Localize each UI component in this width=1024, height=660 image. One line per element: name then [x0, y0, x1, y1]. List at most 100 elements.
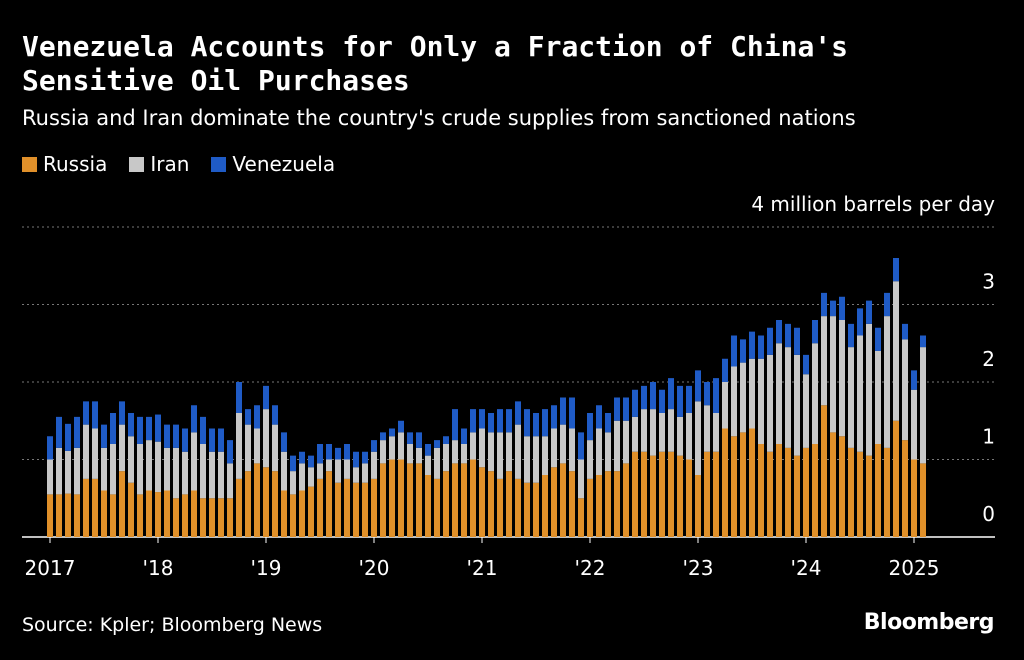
bar-segment: [263, 385, 269, 410]
bar-segment: [470, 409, 476, 433]
bar-segment: [425, 444, 431, 456]
bar-segment: [668, 451, 674, 537]
bar-segment: [380, 440, 386, 464]
bar-segment: [56, 416, 62, 448]
bar-segment: [830, 300, 836, 317]
bar-segment: [533, 482, 539, 537]
bar-segment: [857, 335, 863, 452]
bar-segment: [542, 436, 548, 475]
bar-segment: [497, 478, 503, 537]
bar-segment: [353, 482, 359, 537]
bar-segment: [767, 354, 773, 452]
bar-segment: [65, 450, 71, 494]
bar-segment: [704, 405, 710, 452]
bar-segment: [821, 405, 827, 537]
bar-segment: [632, 389, 638, 417]
bar-segment: [659, 389, 665, 413]
bar-segment: [425, 455, 431, 475]
bar-segment: [776, 343, 782, 444]
bar-segment: [209, 451, 215, 499]
bar-segment: [362, 463, 368, 483]
bar-segment: [488, 432, 494, 472]
bar-segment: [875, 327, 881, 351]
bar-segment: [659, 413, 665, 452]
bar-segment: [542, 475, 548, 537]
bar-segment: [326, 459, 332, 472]
bar-segment: [614, 420, 620, 472]
bar-segment: [785, 323, 791, 348]
bar-segment: [839, 296, 845, 320]
bar-segment: [398, 420, 404, 433]
bar-segment: [488, 413, 494, 433]
bar-segment: [920, 335, 926, 348]
x-tick-label: '24: [791, 556, 822, 580]
bar-segment: [335, 482, 341, 537]
bar-segment: [785, 347, 791, 448]
bar-segment: [137, 444, 143, 495]
bar-segment: [569, 471, 575, 537]
bar-segment: [713, 378, 719, 413]
bar-segment: [389, 459, 395, 537]
bar-segment: [227, 440, 233, 464]
bar-segment: [875, 351, 881, 444]
bar-segment: [749, 331, 755, 359]
bar-segment: [524, 436, 530, 483]
bar-segment: [794, 354, 800, 456]
bar-segment: [245, 409, 251, 425]
bar-segment: [218, 498, 224, 537]
bar-segment: [281, 490, 287, 537]
bar-segment: [443, 471, 449, 537]
bar-segment: [920, 463, 926, 537]
bar-segment: [812, 343, 818, 444]
bar-segment: [155, 441, 161, 493]
bar-segment: [722, 428, 728, 537]
bar-segment: [443, 444, 449, 472]
bar-segment: [641, 385, 647, 410]
bar-segment: [497, 409, 503, 433]
bar-segment: [74, 416, 80, 448]
bar-segment: [254, 463, 260, 537]
bar-segment: [245, 471, 251, 537]
bar-segment: [695, 370, 701, 402]
bar-segment: [236, 382, 242, 413]
bar-segment: [803, 354, 809, 375]
bar-segment: [533, 436, 539, 483]
bar-segment: [290, 471, 296, 495]
bar-segment: [299, 490, 305, 537]
bar-segment: [740, 362, 746, 433]
bar-segment: [893, 258, 899, 282]
x-tick-label: '18: [143, 556, 174, 580]
bar-segment: [560, 424, 566, 464]
bar-segment: [650, 455, 656, 537]
bar-segment: [821, 292, 827, 317]
bar-segment: [551, 428, 557, 468]
y-tick-label: 2: [982, 347, 995, 371]
legend-item: Russia: [22, 152, 107, 176]
bar-segment: [767, 327, 773, 355]
bar-segment: [137, 416, 143, 444]
bar-segment: [191, 405, 197, 433]
chart-title: Venezuela Accounts for Only a Fraction o…: [22, 30, 849, 97]
bar-segment: [587, 478, 593, 537]
bar-segment: [110, 494, 116, 537]
bar-segment: [893, 420, 899, 537]
bar-segment: [749, 428, 755, 537]
bar-segment: [704, 382, 710, 406]
bar-segment: [263, 409, 269, 468]
bar-segment: [290, 494, 296, 537]
bar-segment: [623, 463, 629, 537]
bar-segment: [812, 444, 818, 537]
bar-segment: [848, 447, 854, 537]
x-tick-label: 2025: [889, 556, 940, 580]
bar-segment: [290, 455, 296, 472]
bar-segment: [101, 447, 107, 491]
bar-segment: [875, 444, 881, 537]
bar-segment: [65, 423, 71, 451]
legend-item: Iran: [129, 152, 189, 176]
bar-segment: [209, 498, 215, 537]
x-tick-label: '23: [683, 556, 714, 580]
bar-segment: [902, 323, 908, 340]
bar-segment: [65, 493, 71, 537]
